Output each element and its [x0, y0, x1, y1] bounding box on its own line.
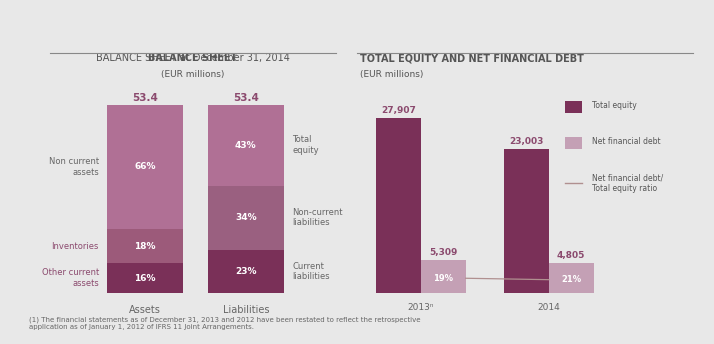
Text: 23%: 23%: [235, 267, 256, 276]
Text: Net financial debt/
Total equity ratio: Net financial debt/ Total equity ratio: [592, 174, 663, 193]
Bar: [504, 149, 549, 293]
Text: (EUR millions): (EUR millions): [361, 70, 423, 79]
Text: 4,805: 4,805: [557, 251, 585, 260]
Bar: [107, 263, 183, 293]
Text: 2014: 2014: [538, 303, 560, 312]
Text: Current
liabilities: Current liabilities: [292, 262, 330, 281]
Bar: [107, 229, 183, 263]
Text: 5,309: 5,309: [429, 248, 458, 257]
Text: 2013ⁿ: 2013ⁿ: [408, 303, 434, 312]
Text: Other current
assets: Other current assets: [41, 268, 99, 288]
Bar: [376, 118, 421, 293]
Text: Net financial debt: Net financial debt: [592, 137, 660, 146]
Text: Non current
assets: Non current assets: [49, 157, 99, 176]
Bar: [549, 263, 593, 293]
Text: 18%: 18%: [134, 241, 156, 250]
Text: 53.4: 53.4: [233, 93, 258, 103]
Text: BALANCE SHEET: BALANCE SHEET: [149, 53, 237, 63]
Text: (EUR millions): (EUR millions): [161, 70, 224, 79]
Text: (1) The financial statements as of December 31, 2013 and 2012 have been restated: (1) The financial statements as of Decem…: [29, 317, 420, 330]
Bar: [565, 137, 582, 149]
Text: Assets: Assets: [129, 304, 161, 315]
Bar: [107, 105, 183, 229]
Bar: [421, 260, 466, 293]
Text: 23,003: 23,003: [509, 137, 543, 146]
Bar: [208, 186, 284, 250]
Text: 34%: 34%: [235, 213, 256, 222]
Text: Total equity: Total equity: [592, 101, 637, 110]
Bar: [208, 105, 284, 186]
Text: 43%: 43%: [235, 141, 256, 150]
Text: BALANCE SHEET at December 31, 2014: BALANCE SHEET at December 31, 2014: [96, 53, 290, 63]
Text: Inventories: Inventories: [51, 241, 99, 250]
Text: 53.4: 53.4: [132, 93, 158, 103]
Text: Non-current
liabilities: Non-current liabilities: [292, 208, 343, 227]
Text: 19%: 19%: [433, 274, 453, 283]
Text: 16%: 16%: [134, 274, 156, 283]
Bar: [208, 250, 284, 293]
Text: TOTAL EQUITY AND NET FINANCIAL DEBT: TOTAL EQUITY AND NET FINANCIAL DEBT: [361, 53, 584, 63]
Text: Total
equity: Total equity: [292, 136, 318, 155]
Text: 27,907: 27,907: [381, 106, 416, 115]
Text: Liabilities: Liabilities: [223, 304, 269, 315]
Text: 66%: 66%: [134, 162, 156, 171]
Bar: [565, 101, 582, 113]
Text: 21%: 21%: [561, 275, 581, 284]
